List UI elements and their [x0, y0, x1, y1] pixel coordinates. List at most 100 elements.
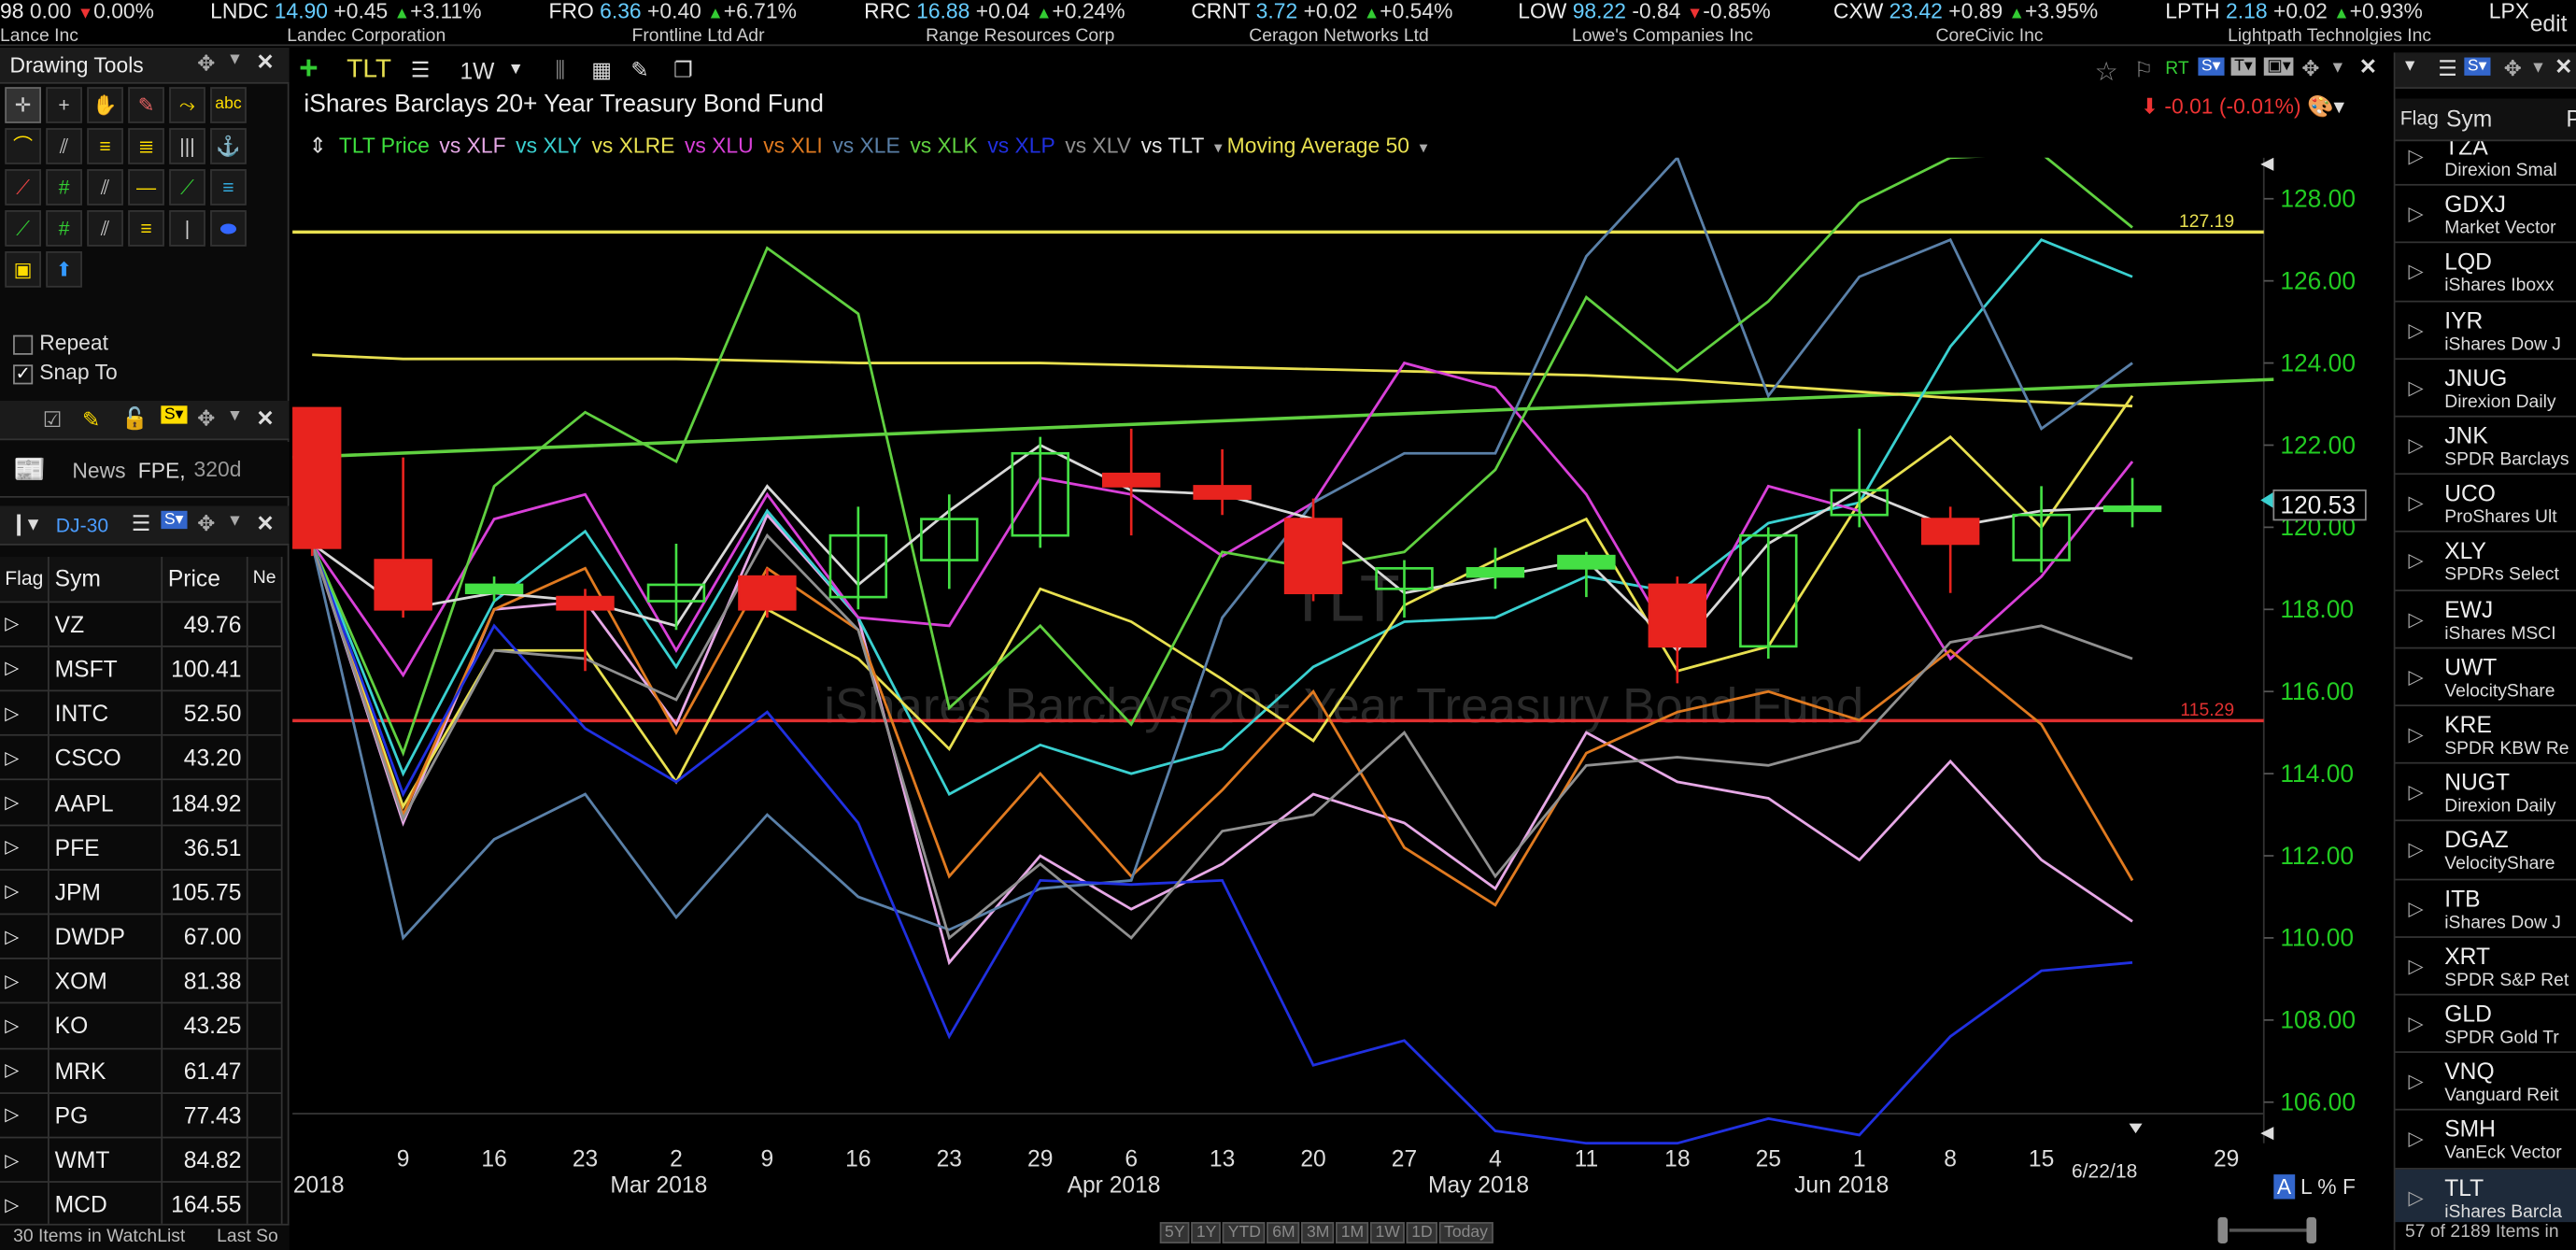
- vline-tool-icon[interactable]: |: [169, 210, 205, 247]
- realtime-badge[interactable]: RT: [2165, 59, 2189, 79]
- column-header-sym[interactable]: Sym: [2446, 105, 2493, 132]
- column-header-flag[interactable]: Flag: [2399, 107, 2439, 130]
- flag-icon[interactable]: ▷: [0, 601, 50, 647]
- interval-selector[interactable]: 1W: [460, 57, 495, 84]
- pencil-icon[interactable]: ✎: [630, 57, 649, 82]
- news-row[interactable]: 📰 News FPE, 320d: [0, 441, 290, 498]
- timeframe-button[interactable]: 1W: [1370, 1222, 1406, 1243]
- timeframe-button[interactable]: 1M: [1336, 1222, 1369, 1243]
- move-icon[interactable]: ✥: [197, 50, 216, 76]
- close-icon[interactable]: ✕: [256, 510, 275, 536]
- flag-icon[interactable]: ▷: [2408, 202, 2424, 226]
- table-row[interactable]: ▷ INTC 52.50: [0, 690, 283, 737]
- text-tool-icon[interactable]: abc: [210, 87, 247, 123]
- move-icon[interactable]: ✥: [2503, 55, 2522, 81]
- flag-icon[interactable]: ▷: [0, 1047, 50, 1094]
- legend-item[interactable]: vs XLP: [987, 133, 1055, 158]
- timeframe-button[interactable]: 6M: [1267, 1222, 1300, 1243]
- flag-icon[interactable]: ⚐: [2133, 57, 2154, 82]
- template-icon[interactable]: T▾: [2230, 57, 2257, 76]
- flag-icon[interactable]: ▷: [2408, 838, 2424, 861]
- chevron-down-icon[interactable]: ▼: [226, 407, 244, 426]
- flag-icon[interactable]: ▷: [2408, 664, 2424, 689]
- close-icon[interactable]: ✕: [256, 405, 275, 431]
- move-icon[interactable]: ✥: [197, 510, 216, 536]
- snap-to-checkbox[interactable]: ✓: [13, 363, 34, 384]
- watchlist-menu-icon[interactable]: ❙▾: [9, 510, 39, 536]
- layers-icon[interactable]: ❐: [673, 57, 693, 82]
- gann-tool-icon[interactable]: ⫽: [87, 169, 123, 206]
- list-icon[interactable]: ☰: [2438, 55, 2457, 81]
- chevron-down-icon[interactable]: ▼: [226, 512, 244, 531]
- move-icon[interactable]: ✥: [2301, 55, 2320, 81]
- table-row[interactable]: ▷ VZ 49.76: [0, 601, 283, 647]
- flag-icon[interactable]: ▷: [0, 824, 50, 871]
- table-row[interactable]: ▷ MCD 164.55: [0, 1182, 283, 1228]
- ticker-item[interactable]: CRNT 3.72 +0.02 ▲+0.54% Ceragon Networks…: [1191, 0, 1487, 44]
- legend-item[interactable]: vs TLT: [1140, 133, 1205, 158]
- levels-tool-icon[interactable]: ≡: [128, 210, 164, 247]
- flag-icon[interactable]: ▷: [2408, 896, 2424, 919]
- list-icon[interactable]: ☰: [131, 510, 151, 536]
- flag-icon[interactable]: ▷: [2408, 722, 2424, 746]
- andrews-tool-icon[interactable]: ≡: [210, 169, 247, 206]
- list-item[interactable]: ▷ IYR iShares Dow J: [2395, 302, 2576, 360]
- legend-item[interactable]: vs XLF: [439, 133, 506, 158]
- timeframe-button[interactable]: Today: [1438, 1222, 1493, 1243]
- list-item[interactable]: ▷ GLD SPDR Gold Tr: [2395, 995, 2576, 1054]
- table-row[interactable]: ▷ MRK 61.47: [0, 1047, 283, 1094]
- s-badge-icon[interactable]: S▾: [2198, 57, 2225, 76]
- flag-icon[interactable]: ▷: [2408, 491, 2424, 515]
- cross-tool-icon[interactable]: +: [46, 87, 82, 123]
- flag-icon[interactable]: ▷: [2408, 260, 2424, 284]
- calculator-icon[interactable]: ▦: [591, 57, 612, 82]
- repeat-option[interactable]: Repeat: [13, 330, 108, 355]
- timeframe-button[interactable]: 1D: [1406, 1222, 1438, 1243]
- flag-icon[interactable]: ▷: [2408, 548, 2424, 573]
- eraser-tool-icon[interactable]: ✎: [128, 87, 164, 123]
- flag-icon[interactable]: ▷: [2408, 1012, 2424, 1035]
- column-header-sym[interactable]: Sym: [49, 557, 163, 603]
- ticker-item[interactable]: RRC 16.88 +0.04 ▲+0.24% Range Resources …: [864, 0, 1176, 44]
- close-icon[interactable]: ✕: [256, 49, 275, 75]
- speed-tool-icon[interactable]: ⫽: [87, 210, 123, 247]
- list-item[interactable]: ▷ ITB iShares Dow J: [2395, 880, 2576, 938]
- list-item[interactable]: ▷ UCO ProShares Ult: [2395, 475, 2576, 533]
- s-badge-icon[interactable]: S▾: [161, 405, 187, 424]
- ticker-item[interactable]: 98 0.00 ▼0.00% Lance Inc: [0, 0, 154, 44]
- scale-fixed-button[interactable]: F: [2342, 1174, 2356, 1200]
- fan-tool-icon[interactable]: ⫽: [46, 128, 82, 164]
- flag-icon[interactable]: ▷: [2408, 1127, 2424, 1151]
- ellipse-tool-icon[interactable]: ⬬: [210, 210, 247, 247]
- arc-tool-icon[interactable]: ⌒: [5, 128, 41, 164]
- legend-item[interactable]: vs XLU: [684, 133, 754, 158]
- ticker-item[interactable]: LNDC 14.90 +0.45 ▲+3.11% Landec Corporat…: [210, 0, 522, 44]
- window-icon[interactable]: ▣▾: [2263, 57, 2295, 76]
- slider-right-handle[interactable]: [2306, 1216, 2317, 1243]
- table-row[interactable]: ▷ KO 43.25: [0, 1003, 283, 1049]
- regression-tool-icon[interactable]: ⟋: [169, 169, 205, 206]
- flag-icon[interactable]: ▷: [0, 735, 50, 781]
- scale-auto-button[interactable]: A: [2273, 1174, 2295, 1200]
- list-item[interactable]: ▷ EWJ iShares MSCI: [2395, 590, 2576, 649]
- table-row[interactable]: ▷ DWDP 67.00: [0, 914, 283, 960]
- timeframe-button[interactable]: 3M: [1301, 1222, 1335, 1243]
- close-icon[interactable]: ✕: [2358, 54, 2377, 79]
- flag-icon[interactable]: ▷: [0, 646, 50, 692]
- list-item[interactable]: ▷ UWT VelocityShare: [2395, 648, 2576, 706]
- table-row[interactable]: ▷ AAPL 184.92: [0, 780, 283, 826]
- legend-item[interactable]: vs XLI: [763, 133, 823, 158]
- list-item[interactable]: ▷ DGAZ VelocityShare: [2395, 822, 2576, 880]
- cycle-tool-icon[interactable]: |||: [169, 128, 205, 164]
- trend-tool-icon[interactable]: ⟋: [5, 169, 41, 206]
- legend-item[interactable]: vs XLV: [1065, 133, 1132, 158]
- add-icon[interactable]: +: [299, 50, 318, 88]
- chevron-down-icon[interactable]: ▼: [226, 50, 244, 69]
- edit-button[interactable]: edit: [2529, 9, 2568, 36]
- snap-to-option[interactable]: ✓ Snap To: [13, 360, 118, 384]
- list-item[interactable]: ▷ JNK SPDR Barclays: [2395, 418, 2576, 476]
- timeframe-button[interactable]: YTD: [1223, 1222, 1267, 1243]
- watchlist-name[interactable]: DJ-30: [55, 514, 109, 537]
- legend-item[interactable]: TLT Price: [338, 133, 430, 158]
